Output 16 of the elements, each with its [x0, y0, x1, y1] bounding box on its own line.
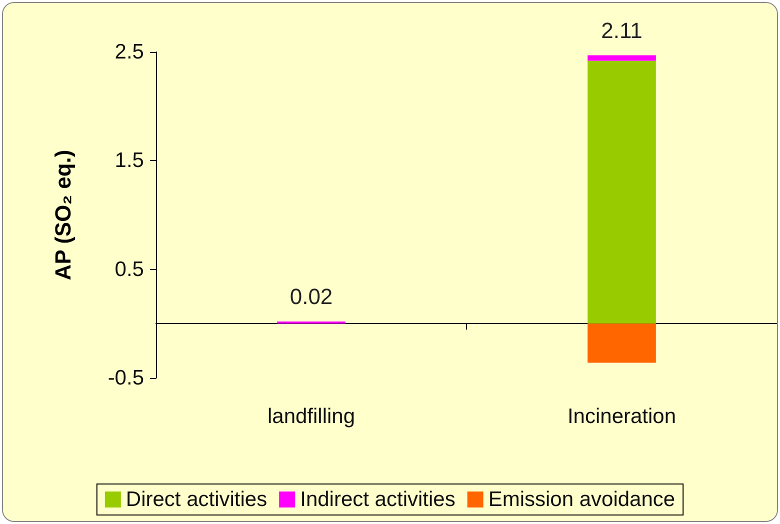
legend-label: Indirect activities — [300, 488, 456, 511]
x-tick-label: landfilling — [267, 405, 356, 428]
legend-label: Emission avoidance — [488, 488, 676, 511]
y-tick-label: 1.5 — [114, 149, 144, 172]
y-tick-label: 2.5 — [114, 40, 144, 64]
y-tick-label: 0.5 — [114, 258, 144, 281]
y-tick-label: -0.5 — [108, 366, 144, 390]
x-tick-label: Incineration — [567, 405, 676, 428]
total-label: 0.02 — [290, 284, 333, 309]
bar — [588, 55, 656, 61]
bar — [588, 324, 656, 363]
legend-label: Direct activities — [126, 488, 268, 511]
bar — [277, 321, 346, 324]
total-label: 2.11 — [601, 18, 642, 43]
bar — [588, 60, 656, 324]
y-axis-title: AP (SO₂ eq.) — [50, 150, 76, 280]
